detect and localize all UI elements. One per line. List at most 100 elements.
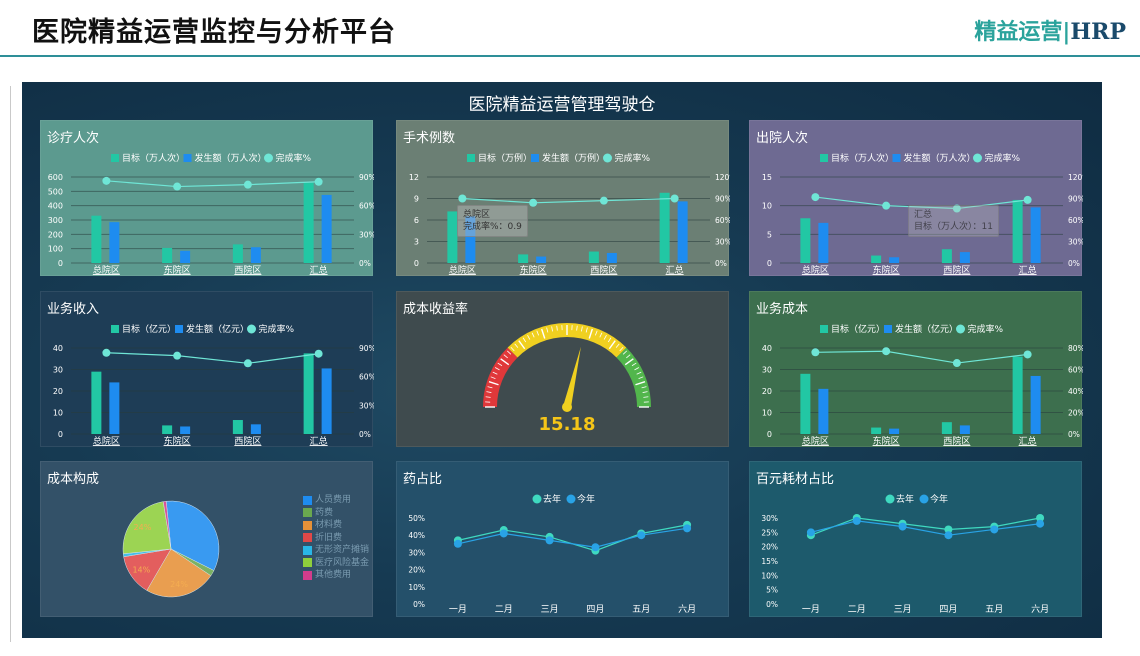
legend-swatch xyxy=(303,545,312,555)
bar-actual xyxy=(109,382,120,434)
pie-legend-item[interactable]: 材料费 xyxy=(303,519,369,532)
legend-swatch xyxy=(303,508,312,518)
gauge-tick xyxy=(490,376,496,380)
y-tick-label: 6 xyxy=(414,216,419,225)
panel-discharge[interactable]: 出院人次 目标（万人次） 发生额（万人次） 完成率% 0 5 10 15 0% 30% 60% 90… xyxy=(749,120,1083,276)
chart-biz-cost: 目标（亿元） 发生额（亿元） 完成率% 0 10 20 30 40 0% 20% 40% 60% 80%… xyxy=(762,323,1083,447)
panel-visits[interactable]: 诊疗人次 目标（万人次） 发生额（万人次） 完成率% 0 100 200 300 400 500… xyxy=(40,120,374,276)
gauge-tick xyxy=(642,391,648,393)
rate-line xyxy=(815,196,1028,210)
bar-target xyxy=(303,182,314,263)
panel-cost-ratio[interactable]: 成本收益率 15.18 xyxy=(396,291,729,447)
legend-swatch xyxy=(885,494,895,504)
pie-slice xyxy=(162,500,172,550)
pie-legend-item[interactable]: 药费 xyxy=(303,507,369,520)
x-tick-label: 四月 xyxy=(939,604,957,615)
gauge-tick xyxy=(634,367,640,371)
legend-swatch xyxy=(111,154,119,162)
x-tick-label: 三月 xyxy=(541,604,559,615)
pie-legend-item[interactable]: 无形资产摊销 xyxy=(303,544,369,557)
legend-label: 完成率% xyxy=(615,152,651,164)
rate-point xyxy=(811,193,820,202)
rate-point xyxy=(952,204,961,213)
legend-swatch xyxy=(892,154,901,162)
panel-drug-ratio[interactable]: 药占比 去年 今年 0% 10% 20% 30% 40% 50% 一月 二月 三月 四月 五月 六月 xyxy=(396,461,729,617)
gauge-tick xyxy=(546,327,549,333)
x-tick-label: 西院区 xyxy=(943,435,970,447)
gauge-tick xyxy=(599,332,603,338)
y-tick-label: 5% xyxy=(766,586,778,595)
gauge-tick xyxy=(581,326,583,332)
x-tick-label: 东院区 xyxy=(164,264,191,276)
legend-swatch xyxy=(303,533,312,543)
legend-label: 材料费 xyxy=(315,520,343,530)
bar-actual xyxy=(1030,207,1041,263)
y2-tick-label: 0% xyxy=(359,259,371,268)
rate-point xyxy=(314,349,323,358)
bar-actual xyxy=(180,426,191,434)
x-tick-label: 五月 xyxy=(985,604,1003,615)
panel-surgery[interactable]: 手术例数 目标（万例）发生额（万例）完成率%0369120%30%60%90%1… xyxy=(396,120,730,276)
x-tick-label: 东院区 xyxy=(164,435,191,447)
rate-point xyxy=(1023,195,1032,204)
x-tick-label: 四月 xyxy=(586,604,604,615)
bar-target xyxy=(800,373,811,434)
pie-legend-item[interactable]: 其他费用 xyxy=(303,569,369,582)
series-point xyxy=(806,528,815,537)
legend-swatch xyxy=(820,325,828,333)
legend-swatch xyxy=(467,154,475,162)
gauge-tick xyxy=(594,330,598,336)
bar-target xyxy=(800,218,811,263)
x-tick-label: 汇总 xyxy=(310,435,328,447)
tooltip-line: 总院区 xyxy=(463,210,491,220)
y2-tick-label: 0% xyxy=(715,259,727,268)
rate-point xyxy=(811,348,820,357)
gauge-needle xyxy=(563,346,581,408)
legend-label: 完成率% xyxy=(968,323,1004,335)
pie-legend-item[interactable]: 医疗风险基金 xyxy=(303,557,369,570)
y-tick-label: 40% xyxy=(408,531,425,540)
rate-point xyxy=(243,359,252,368)
gauge-tick xyxy=(556,325,558,331)
gauge-tick xyxy=(631,362,637,367)
chart-surgery: 目标（万例）发生额（万例）完成率%0369120%30%60%90%120%总院… xyxy=(409,152,730,276)
bar-target xyxy=(871,427,882,434)
panel-biz-cost[interactable]: 业务成本 目标（亿元） 发生额（亿元） 完成率% 0 10 20 30 40 0% 20% 40% 6… xyxy=(749,291,1083,447)
gauge-tick xyxy=(635,380,646,386)
series-point xyxy=(545,536,554,545)
gauge-tick xyxy=(518,340,526,350)
panel-material-ratio[interactable]: 百元耗材占比 去年 今年 0% 5% 10% 15% 20% 25% 30% 一月 二月 三月 四月 五月… xyxy=(749,461,1082,617)
gauge-tick xyxy=(514,343,519,348)
y-tick-label: 0 xyxy=(414,259,419,268)
legend-label: 药费 xyxy=(315,507,334,518)
rate-point xyxy=(102,348,111,357)
pie-gloss xyxy=(123,501,219,597)
legend-label: 完成率% xyxy=(259,323,295,335)
series-point xyxy=(499,529,508,538)
panel-title-biz-cost: 业务成本 xyxy=(756,302,809,317)
panel-title-visits: 诊疗人次 xyxy=(47,131,100,146)
legend-swatch xyxy=(532,494,542,504)
panel-revenue[interactable]: 业务收入 目标（亿元） 发生额（亿元） 完成率% 0 10 20 30 40 0% 30% 60% 9… xyxy=(40,291,374,447)
bar-target xyxy=(91,371,102,434)
x-tick-label: 二月 xyxy=(848,604,866,615)
bar-actual xyxy=(818,388,829,434)
gauge-tick xyxy=(638,376,644,380)
bar-actual xyxy=(465,216,476,263)
x-tick-label: 二月 xyxy=(495,604,513,615)
pie-legend-item[interactable]: 人员费用 xyxy=(303,494,369,507)
x-tick-label: 六月 xyxy=(678,603,696,615)
panel-cost-composition[interactable]: 成本构成 24% 14% 24% 人员费用药费材料费折旧费无形资产摊销医疗风险基金其… xyxy=(40,461,373,617)
gauge-tick xyxy=(636,371,642,375)
brand-logo: 精益运营|HRP xyxy=(974,14,1126,46)
rate-line xyxy=(815,350,1028,364)
y2-tick-label: 90% xyxy=(715,195,730,204)
y-tick-label: 400 xyxy=(48,202,63,211)
gauge-tick xyxy=(641,386,647,389)
rate-point xyxy=(670,194,679,203)
series-point xyxy=(591,543,600,552)
legend-label: 医疗风险基金 xyxy=(315,557,370,568)
series-point xyxy=(683,524,692,533)
legend-label: 今年 xyxy=(930,493,948,505)
pie-legend-item[interactable]: 折旧费 xyxy=(303,532,369,545)
